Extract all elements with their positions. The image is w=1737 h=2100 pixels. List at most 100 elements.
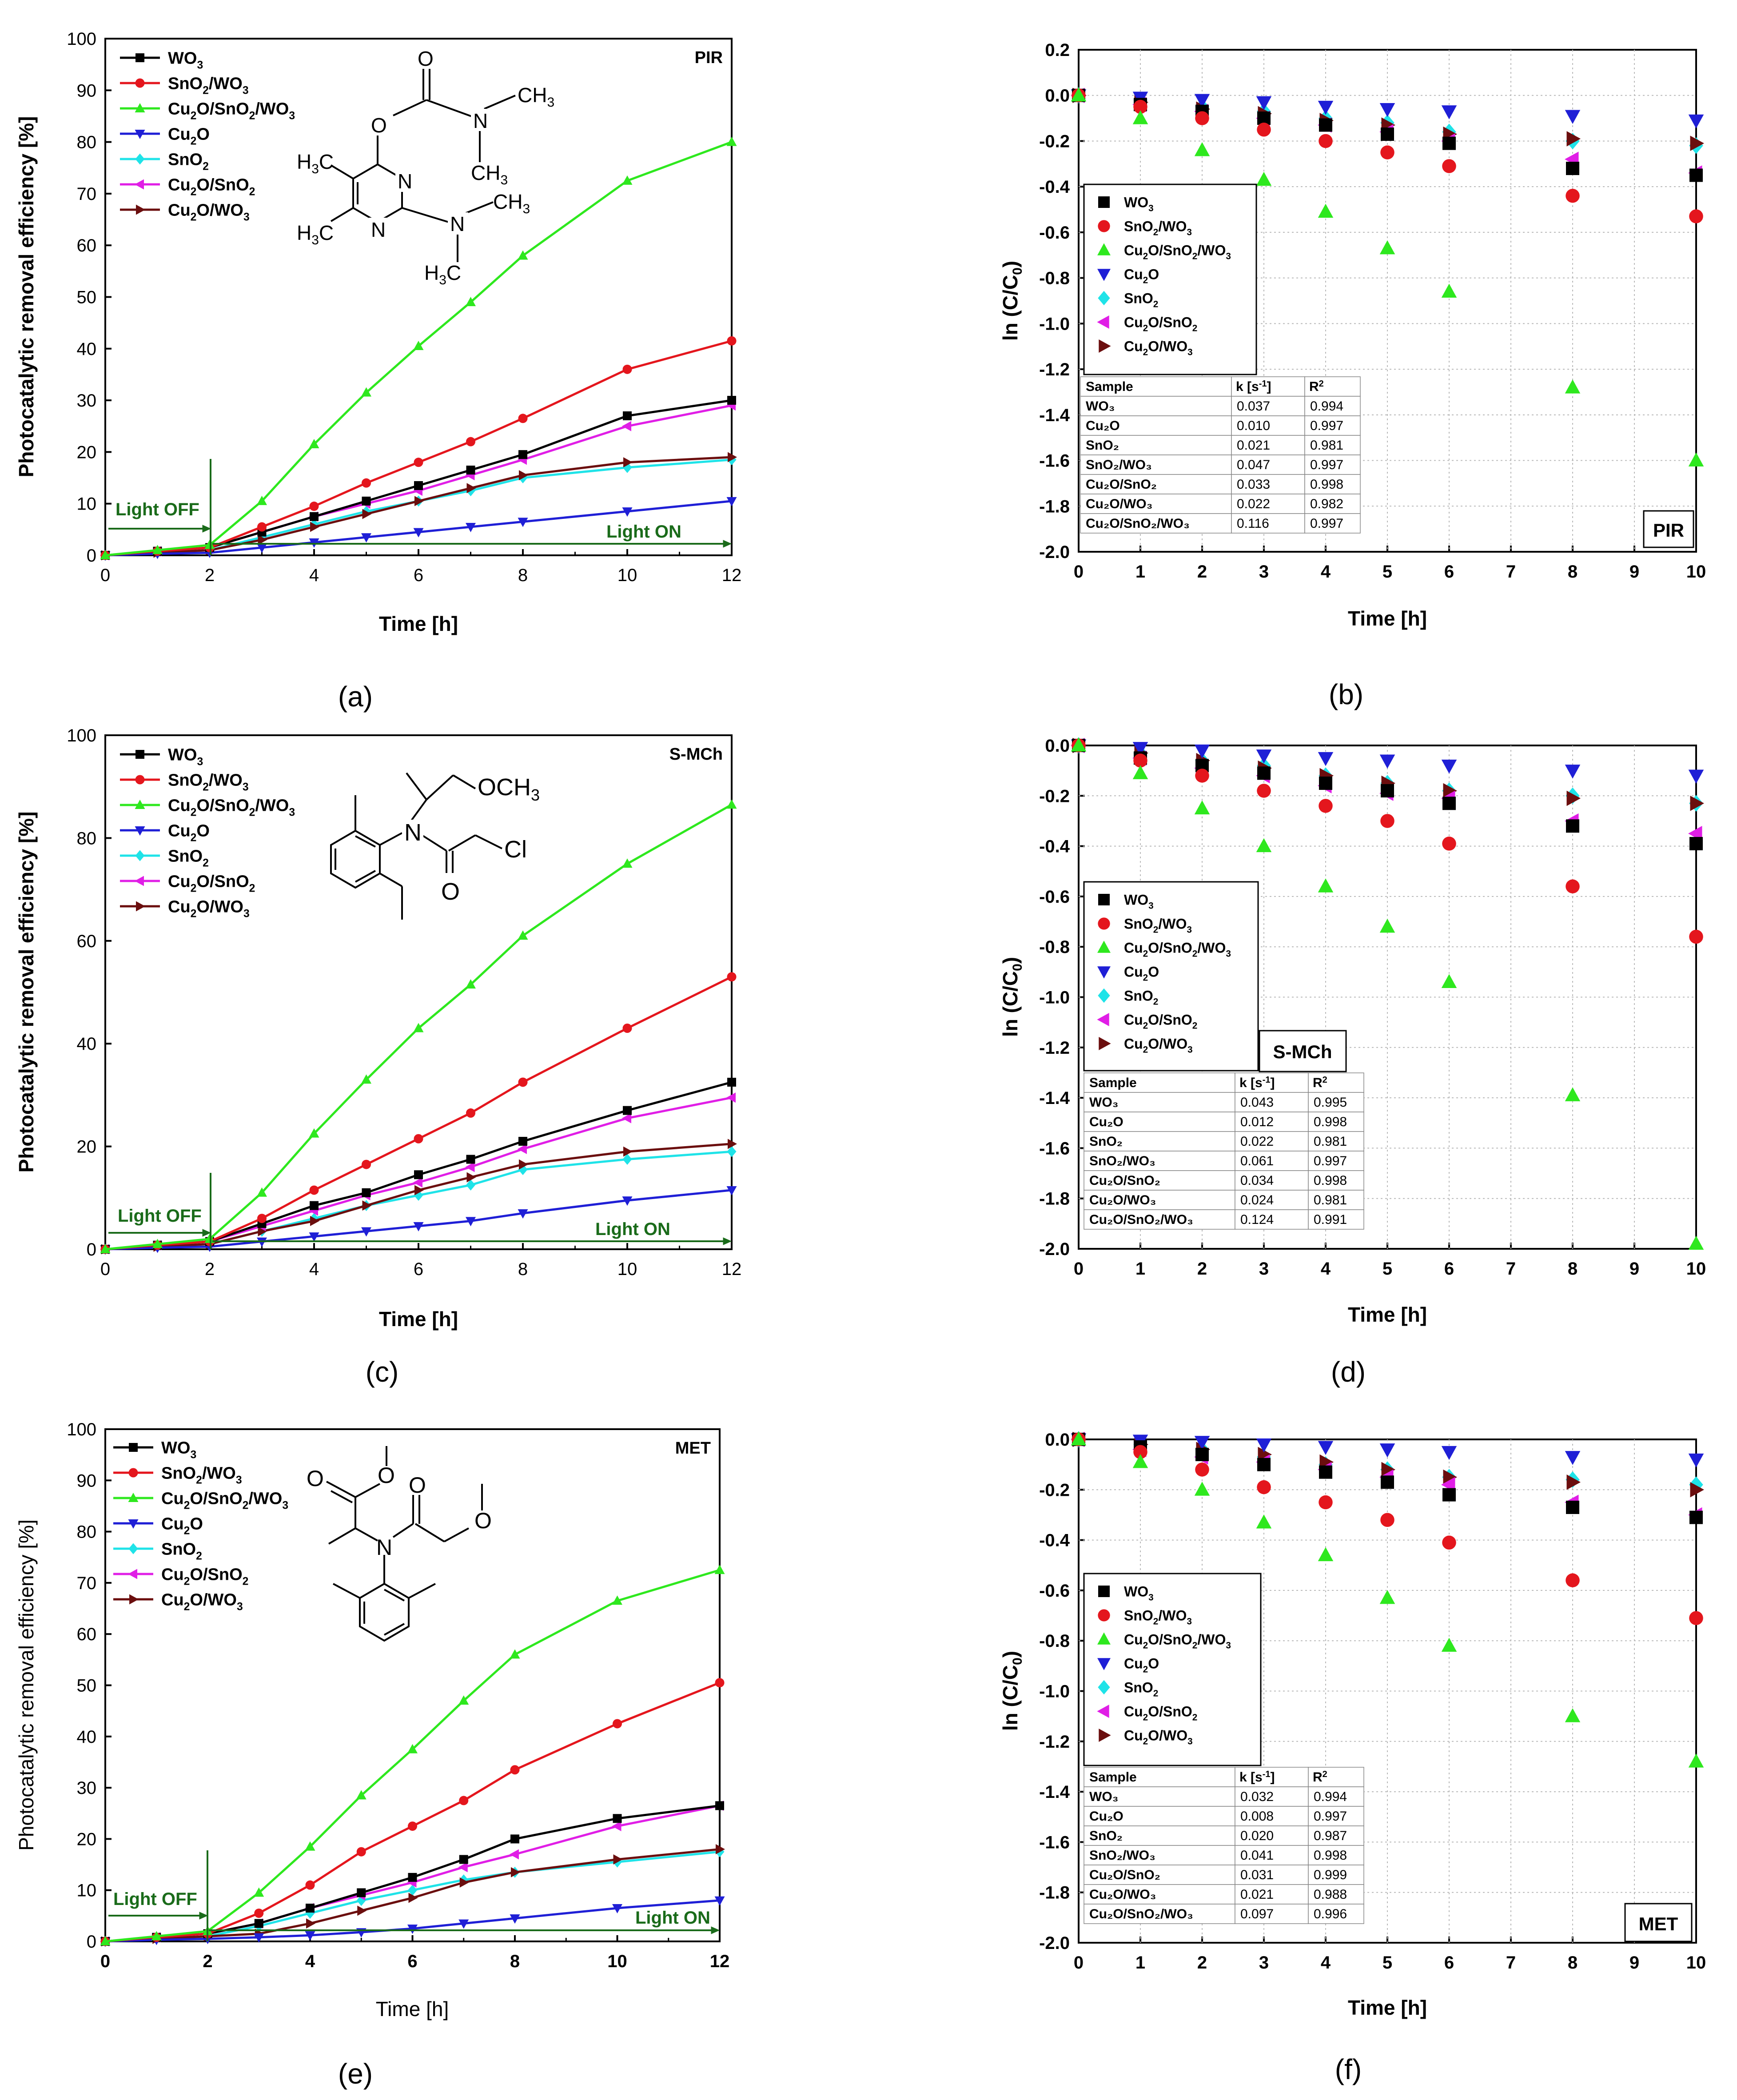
series-wo3 (1072, 88, 1703, 182)
atom-mask (395, 170, 416, 192)
y-tick-label: 100 (67, 1420, 96, 1439)
data-point (1194, 94, 1210, 108)
series-cu2o-wo3 (1072, 737, 1704, 811)
data-point (357, 1888, 366, 1897)
legend-label: WO3 (161, 1439, 196, 1461)
y-tick-label: -0.8 (1039, 937, 1070, 957)
data-point (151, 1931, 162, 1941)
data-point (100, 550, 111, 559)
atom-label: O (371, 114, 387, 137)
legend-item: WO3 (113, 1439, 196, 1461)
data-point (357, 1905, 367, 1916)
y-tick-label: -1.6 (1039, 1833, 1070, 1852)
bond-line (414, 1523, 445, 1542)
data-point (1565, 379, 1581, 394)
x-axis-label: Time [h] (379, 1307, 458, 1331)
table-value: 0.021 (1237, 438, 1270, 453)
table-cell (1304, 376, 1361, 397)
bond-line (408, 1583, 436, 1599)
legend-marker (1098, 1609, 1110, 1622)
data-point (254, 1919, 263, 1928)
table-value: Cu₂O (1089, 1809, 1123, 1824)
y-axis-label: Photocatalytic removal efficiency [%] (15, 812, 38, 1173)
legend-box (1083, 881, 1259, 1072)
data-point (407, 1925, 418, 1934)
legend: WO3 SnO2/WO3 Cu2O/SnO2/WO3 Cu2O SnO2 Cu2O/SnO… (1097, 195, 1231, 358)
data-point (362, 1200, 372, 1211)
data-point (1381, 1475, 1394, 1489)
bond-line (421, 834, 447, 852)
bond-line (330, 207, 354, 222)
table-value: SnO₂ (1089, 1829, 1123, 1843)
table-value: 0.981 (1314, 1193, 1347, 1207)
legend-label: SnO2/WO3 (1124, 1608, 1192, 1627)
data-point (715, 1801, 724, 1810)
data-point (1565, 1087, 1581, 1101)
data-point (518, 414, 528, 423)
legend-label: Cu2O/SnO2 (1124, 315, 1197, 334)
bond-line (426, 774, 454, 801)
data-point (1132, 765, 1148, 779)
data-point (414, 1170, 423, 1180)
data-point (727, 1146, 737, 1157)
legend-label: SnO2 (1124, 988, 1158, 1007)
atom-label: O (307, 1466, 324, 1491)
data-point (622, 421, 631, 431)
legend-label: Cu2O/SnO2/WO3 (168, 100, 295, 122)
table-cell (1084, 1825, 1235, 1846)
data-point (1256, 838, 1272, 853)
data-point (257, 522, 267, 532)
y-tick-label: 0 (87, 546, 96, 566)
table-cell (1080, 454, 1232, 475)
data-point (623, 457, 633, 468)
panel-label: (a) (338, 681, 373, 713)
table-value: 0.998 (1310, 477, 1343, 492)
legend-marker (1099, 1729, 1111, 1742)
atom-label: N (398, 170, 412, 193)
data-point (1689, 1611, 1703, 1625)
legend-item: Cu2O (1097, 1656, 1159, 1674)
data-point (1379, 918, 1395, 933)
legend-marker (135, 876, 144, 886)
table-value: 0.041 (1240, 1848, 1274, 1863)
atom-label: OCH3 (478, 774, 540, 804)
legend-marker (1097, 315, 1109, 329)
y-tick-label: -1.4 (1039, 1088, 1070, 1108)
legend: WO3 SnO2/WO3 Cu2O/SnO2/WO3 Cu2O SnO2 Cu2O/SnO… (120, 746, 295, 920)
y-tick-label: -0.4 (1039, 1531, 1070, 1550)
table-value: 0.097 (1240, 1907, 1274, 1921)
table-cell (1235, 1072, 1309, 1093)
panel-e-chart: 0 2 4 6 8 10 12 0 10 20 30 40 50 60 70 80 90 100 MET Time… (15, 1420, 729, 2090)
x-tick-label: 5 (1382, 1259, 1392, 1279)
light-indicator (108, 459, 732, 555)
legend-label: SnO2 (168, 151, 209, 173)
data-point (727, 972, 737, 982)
data-point (1194, 142, 1210, 156)
panel-label: (d) (1331, 1356, 1366, 1388)
bond-line (393, 99, 427, 116)
series-cu2o-sno2-wo3 (100, 1565, 725, 1945)
data-point (1689, 209, 1703, 223)
data-point (356, 1847, 366, 1857)
data-point (459, 1796, 469, 1805)
legend-label: Cu2O (161, 1515, 203, 1537)
data-point (714, 1565, 725, 1574)
data-point (1441, 974, 1457, 988)
x-tick-label: 8 (1568, 1953, 1578, 1972)
chart-tag: MET (1639, 1913, 1678, 1934)
x-tick-label: 12 (722, 1259, 742, 1279)
data-point (518, 1137, 527, 1146)
table-value: Cu₂O/SnO₂/WO₃ (1089, 1907, 1193, 1921)
table-cell (1235, 1767, 1309, 1787)
legend-marker (135, 826, 145, 836)
x-tick-label: 0 (100, 566, 110, 585)
data-point (612, 1821, 621, 1832)
legend-label: Cu2O/WO3 (1124, 339, 1193, 358)
table-cell (1084, 1151, 1235, 1171)
legend-marker (1098, 988, 1110, 1003)
bond-line (379, 873, 403, 887)
data-point (1257, 1480, 1271, 1494)
x-tick-label: 2 (205, 566, 215, 585)
data-point (1256, 1438, 1272, 1453)
x-tick-label: 12 (710, 1952, 730, 1971)
